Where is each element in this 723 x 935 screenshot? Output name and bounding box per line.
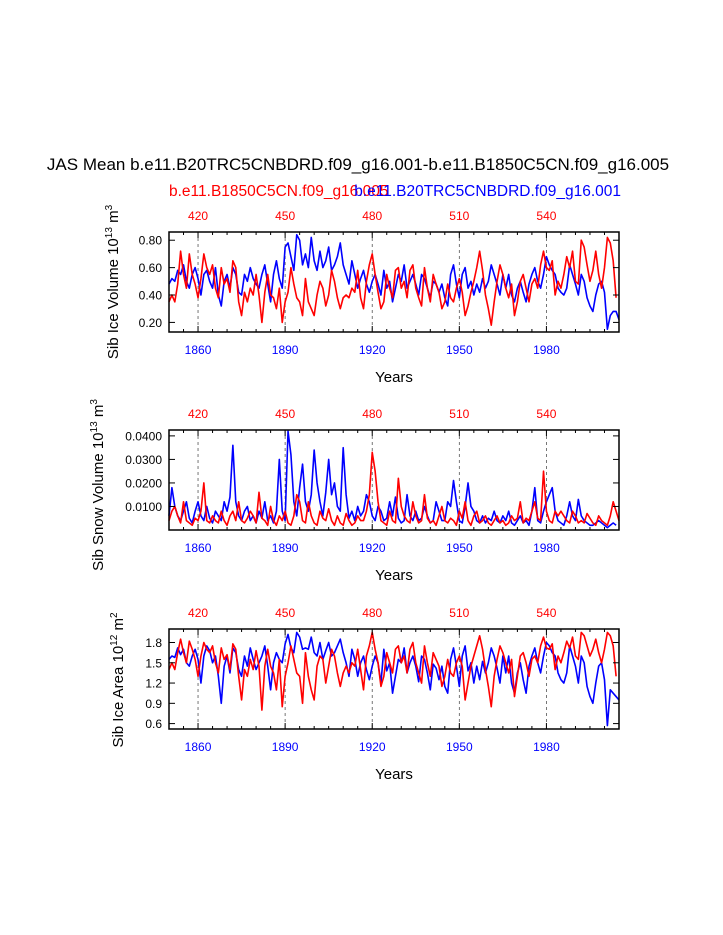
x-tick-label-top: 540 — [536, 209, 556, 223]
series-line-red — [168, 451, 620, 527]
x-tick-label-bottom: 1950 — [446, 541, 473, 555]
x-tick-label-top: 450 — [275, 407, 295, 421]
chart-panel-3: 0.6 0.9 1.2 1.5 1.8 1860 1890 1920 1950 1980 420 45… — [109, 606, 620, 783]
series-line-blue — [168, 430, 617, 529]
x-tick-label-top: 420 — [188, 606, 208, 620]
y-tick-label: 0.60 — [139, 261, 163, 275]
series-line-blue — [168, 631, 620, 727]
y-tick-label: 0.6 — [145, 717, 162, 731]
x-tick-label-top: 540 — [536, 407, 556, 421]
y-tick-label: 1.2 — [145, 677, 162, 691]
chart-panel-2: 0.0100 0.0200 0.0300 0.0400 1860 1890 1920 1950… — [89, 399, 620, 584]
x-tick-label-bottom: 1890 — [272, 541, 299, 555]
x-tick-label-top: 420 — [188, 407, 208, 421]
figure-title: JAS Mean b.e11.B20TRC5CNBDRD.f09_g16.001… — [47, 155, 669, 174]
x-tick-label-top: 480 — [362, 209, 382, 223]
x-tick-label-bottom: 1980 — [533, 740, 560, 754]
x-tick-label-top: 480 — [362, 407, 382, 421]
x-tick-label-bottom: 1980 — [533, 343, 560, 357]
x-tick-label-top: 450 — [275, 606, 295, 620]
series-line-red — [168, 631, 617, 711]
y-axis-label: Sib Ice Area 1012 m2 — [109, 612, 127, 748]
x-tick-label-bottom: 1920 — [359, 740, 386, 754]
x-axis-label: Years — [375, 766, 413, 783]
series-line-red — [168, 236, 617, 326]
x-tick-label-top: 420 — [188, 209, 208, 223]
y-tick-label: 0.0400 — [125, 429, 162, 443]
x-tick-label-bottom: 1980 — [533, 541, 560, 555]
plot-frame — [168, 231, 620, 333]
series-line-blue — [168, 233, 620, 331]
y-tick-label: 0.40 — [139, 289, 163, 303]
legend-red-label: b.e11.B1850C5CN.f09_g16.005 — [169, 183, 388, 200]
x-tick-label-top: 510 — [449, 209, 469, 223]
x-tick-label-bottom: 1890 — [272, 740, 299, 754]
x-axis-label: Years — [375, 369, 413, 386]
y-tick-label: 1.8 — [145, 636, 162, 650]
x-tick-label-top: 510 — [449, 606, 469, 620]
x-tick-label-bottom: 1950 — [446, 343, 473, 357]
plot-frame — [168, 429, 620, 531]
x-tick-label-top: 510 — [449, 407, 469, 421]
chart-panels: 0.20 0.40 0.60 0.80 1860 1890 1920 1950 1980 420 4… — [89, 204, 620, 783]
x-tick-label-top: 480 — [362, 606, 382, 620]
x-tick-label-bottom: 1950 — [446, 740, 473, 754]
x-axis-label: Years — [375, 567, 413, 584]
x-tick-label-bottom: 1890 — [272, 343, 299, 357]
y-tick-label: 0.0100 — [125, 500, 162, 514]
y-tick-label: 0.80 — [139, 234, 163, 248]
y-tick-label: 0.20 — [139, 316, 163, 330]
x-tick-label-bottom: 1920 — [359, 343, 386, 357]
y-tick-label: 0.9 — [145, 697, 162, 711]
y-tick-label: 1.5 — [145, 656, 162, 670]
chart-panel-1: 0.20 0.40 0.60 0.80 1860 1890 1920 1950 1980 420 4… — [104, 204, 620, 386]
x-tick-label-bottom: 1860 — [185, 740, 212, 754]
legend-blue-label: b.e11.B20TRC5CNBDRD.f09_g16.001 — [354, 183, 621, 200]
y-tick-label: 0.0300 — [125, 453, 162, 467]
x-tick-label-bottom: 1860 — [185, 343, 212, 357]
x-tick-label-bottom: 1920 — [359, 541, 386, 555]
x-tick-label-top: 450 — [275, 209, 295, 223]
x-tick-label-bottom: 1860 — [185, 541, 212, 555]
y-tick-label: 0.0200 — [125, 476, 162, 490]
y-axis-label: Sib Snow Volume 1013 m3 — [89, 399, 107, 571]
plot-frame — [168, 628, 620, 730]
x-tick-label-top: 540 — [536, 606, 556, 620]
y-axis-label: Sib Ice Volume 1013 m3 — [104, 204, 122, 359]
